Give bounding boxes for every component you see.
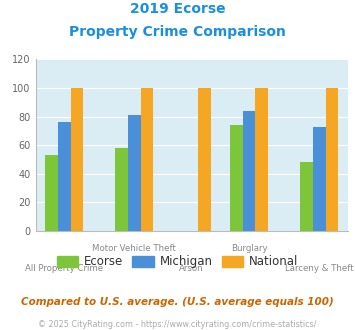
Text: © 2025 CityRating.com - https://www.cityrating.com/crime-statistics/: © 2025 CityRating.com - https://www.city… <box>38 320 317 329</box>
Bar <box>243 111 256 231</box>
Bar <box>115 148 128 231</box>
Bar <box>256 88 268 231</box>
Legend: Ecorse, Michigan, National: Ecorse, Michigan, National <box>52 250 303 273</box>
Text: All Property Crime: All Property Crime <box>25 264 103 273</box>
Bar <box>198 88 211 231</box>
Bar <box>326 88 338 231</box>
Bar <box>300 162 313 231</box>
Bar <box>141 88 153 231</box>
Text: Arson: Arson <box>179 264 204 273</box>
Text: Compared to U.S. average. (U.S. average equals 100): Compared to U.S. average. (U.S. average … <box>21 297 334 307</box>
Bar <box>128 115 141 231</box>
Text: Motor Vehicle Theft: Motor Vehicle Theft <box>92 244 176 253</box>
Text: 2019 Ecorse: 2019 Ecorse <box>130 2 225 16</box>
Text: Larceny & Theft: Larceny & Theft <box>285 264 354 273</box>
Bar <box>230 125 243 231</box>
Text: Burglary: Burglary <box>231 244 267 253</box>
Bar <box>313 127 326 231</box>
Bar <box>58 122 71 231</box>
Bar <box>71 88 83 231</box>
Text: Property Crime Comparison: Property Crime Comparison <box>69 25 286 39</box>
Bar <box>45 155 58 231</box>
